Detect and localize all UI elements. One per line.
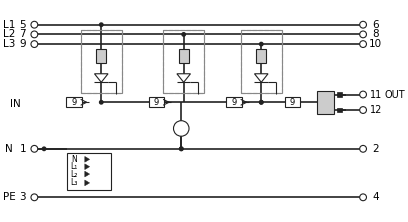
Text: L₂: L₂ [71, 170, 78, 178]
Polygon shape [255, 74, 268, 82]
Circle shape [99, 100, 104, 105]
Text: IN: IN [10, 99, 20, 109]
Text: L1: L1 [3, 20, 16, 30]
Text: 9: 9 [290, 98, 295, 107]
Polygon shape [85, 171, 90, 177]
Circle shape [31, 41, 38, 48]
Text: L2: L2 [3, 29, 16, 39]
Text: PE: PE [3, 192, 16, 202]
Text: L₁: L₁ [71, 162, 78, 171]
Bar [241, 30, 282, 93]
Bar [67, 97, 82, 107]
Bar [256, 49, 266, 63]
Bar [81, 30, 122, 93]
Circle shape [360, 91, 366, 98]
Text: 11: 11 [370, 89, 382, 99]
Bar [163, 30, 204, 93]
Text: 3: 3 [20, 192, 26, 202]
Polygon shape [85, 180, 90, 186]
Text: L3: L3 [3, 39, 16, 49]
Circle shape [179, 146, 184, 151]
Text: 6: 6 [373, 20, 379, 30]
Text: 9: 9 [71, 98, 77, 107]
Circle shape [181, 32, 186, 37]
Polygon shape [85, 157, 90, 162]
Text: 10: 10 [369, 39, 382, 49]
Text: 12: 12 [370, 105, 382, 115]
Bar [317, 91, 334, 114]
Circle shape [173, 121, 189, 136]
Circle shape [259, 42, 264, 47]
Circle shape [99, 22, 104, 27]
Circle shape [360, 41, 366, 48]
Text: 2: 2 [373, 144, 379, 154]
Circle shape [360, 145, 366, 152]
Bar [337, 92, 342, 97]
Text: N: N [71, 155, 77, 164]
Text: L₃: L₃ [71, 178, 78, 187]
Polygon shape [95, 74, 108, 82]
Text: OUT: OUT [384, 89, 405, 99]
Text: 8: 8 [373, 29, 379, 39]
Bar [81, 30, 122, 93]
Bar [96, 49, 106, 63]
Bar [226, 97, 242, 107]
Circle shape [360, 21, 366, 28]
Text: 9: 9 [20, 39, 26, 49]
Text: 5: 5 [20, 20, 26, 30]
Text: 9: 9 [231, 98, 237, 107]
Circle shape [259, 100, 264, 105]
Circle shape [360, 194, 366, 201]
Circle shape [259, 100, 264, 105]
Text: 4: 4 [373, 192, 379, 202]
Circle shape [31, 31, 38, 38]
Polygon shape [177, 74, 191, 82]
Bar [179, 49, 188, 63]
Text: 7: 7 [20, 29, 26, 39]
Circle shape [42, 146, 47, 151]
Text: N: N [5, 144, 13, 154]
Bar [149, 97, 164, 107]
Bar [67, 153, 111, 190]
Bar [163, 30, 204, 93]
Bar [241, 30, 282, 93]
Bar [284, 97, 300, 107]
Circle shape [360, 31, 366, 38]
Polygon shape [85, 164, 90, 170]
Text: 9: 9 [154, 98, 159, 107]
Circle shape [179, 146, 184, 151]
Text: 1: 1 [20, 144, 26, 154]
Circle shape [31, 145, 38, 152]
Bar [337, 108, 342, 113]
Circle shape [360, 107, 366, 113]
Circle shape [31, 194, 38, 201]
Circle shape [31, 21, 38, 28]
